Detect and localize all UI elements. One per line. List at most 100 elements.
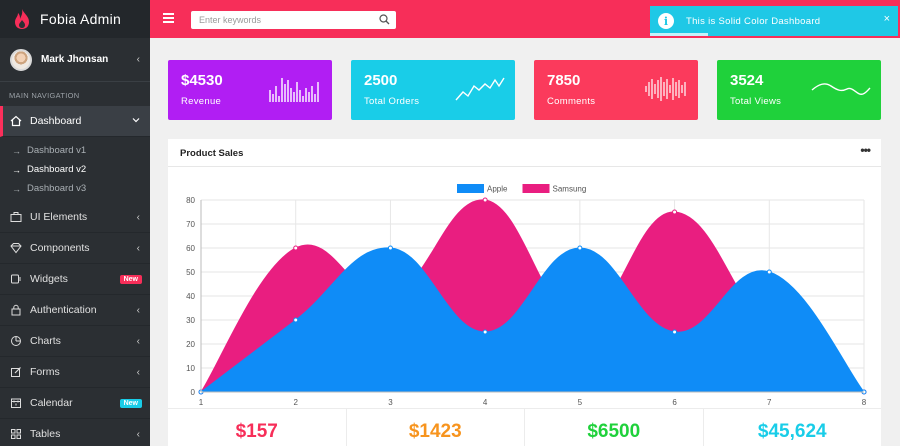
search-input[interactable] <box>191 11 396 29</box>
chevron-left-icon: ‹ <box>136 211 140 223</box>
sidebar-item-calendar[interactable]: Calendar New <box>0 388 150 419</box>
search-icon[interactable] <box>379 14 390 25</box>
sidebar-item-label: UI Elements <box>30 211 88 223</box>
legend-swatch <box>522 184 550 193</box>
chevron-left-icon: ‹ <box>136 242 140 254</box>
chevron-left-icon: ‹ <box>136 366 140 378</box>
stat-card-total-views: 3524 Total Views <box>717 60 881 120</box>
y-tick-label: 40 <box>186 292 195 301</box>
stat-value: $4530 <box>181 72 223 89</box>
toast-progress-bar <box>650 33 708 36</box>
sidebar-item-label: Forms <box>30 366 60 378</box>
data-point <box>766 269 772 275</box>
x-tick-label: 8 <box>862 398 867 407</box>
stat-label: Comments <box>547 96 596 107</box>
nav-section-label: MAIN NAVIGATION <box>9 91 80 100</box>
toast-notification: i This is Solid Color Dashboard × <box>650 6 898 36</box>
sidebar-subitem-dashboard-v1[interactable]: → Dashboard v1 <box>0 141 150 160</box>
totals-row: $157 $1423 $6500 $45,624 <box>168 408 881 446</box>
line-sparkline-icon <box>455 77 505 101</box>
sidebar-subitem-dashboard-v3[interactable]: → Dashboard v3 <box>0 179 150 198</box>
arrow-right-icon: → <box>12 164 21 175</box>
data-point <box>672 209 678 215</box>
home-icon <box>10 115 22 127</box>
sidebar-item-label: Tables <box>30 428 61 440</box>
lock-icon <box>10 304 22 316</box>
y-tick-label: 0 <box>191 388 196 397</box>
sidebar-item-charts[interactable]: Charts ‹ <box>0 326 150 357</box>
legend-swatch <box>457 184 484 193</box>
sidebar-item-components[interactable]: Components ‹ <box>0 233 150 264</box>
data-point <box>577 245 583 251</box>
y-tick-label: 50 <box>186 268 195 277</box>
sidebar-item-label: Authentication <box>30 304 97 316</box>
data-point <box>482 329 488 335</box>
y-tick-label: 20 <box>186 340 195 349</box>
hamburger-menu-icon[interactable] <box>163 13 174 23</box>
sidebar-item-label: Charts <box>30 335 61 347</box>
stat-card-total-orders: 2500 Total Orders <box>351 60 515 120</box>
plug-icon <box>10 273 22 285</box>
x-tick-label: 7 <box>767 398 772 407</box>
sidebar-item-label: Widgets <box>30 273 68 285</box>
stat-label: Revenue <box>181 96 222 107</box>
sidebar-item-forms[interactable]: Forms ‹ <box>0 357 150 388</box>
sidebar-item-dashboard[interactable]: Dashboard <box>0 106 150 137</box>
y-tick-label: 60 <box>186 244 195 253</box>
briefcase-icon <box>10 211 22 223</box>
x-tick-label: 3 <box>388 398 393 407</box>
chevron-left-icon: ‹ <box>136 335 140 347</box>
info-icon: i <box>658 13 674 29</box>
divider <box>168 166 881 167</box>
sidebar-item-authentication[interactable]: Authentication ‹ <box>0 295 150 326</box>
brand[interactable]: Fobia Admin <box>0 0 150 38</box>
subitem-label: Dashboard v2 <box>27 164 87 175</box>
total-value: $45,624 <box>703 408 881 446</box>
panel-title: Product Sales <box>180 148 244 159</box>
chevron-down-icon <box>132 116 140 127</box>
brand-name: Fobia Admin <box>40 11 122 27</box>
diamond-icon <box>10 242 22 254</box>
sidebar-subitem-dashboard-v2[interactable]: → Dashboard v2 <box>0 160 150 179</box>
total-value: $6500 <box>525 408 704 446</box>
more-options-icon[interactable]: ••• <box>860 143 871 157</box>
dashboard-submenu: → Dashboard v1 → Dashboard v2 → Dashboard v… <box>0 137 150 202</box>
x-tick-label: 1 <box>199 398 204 407</box>
y-tick-label: 70 <box>186 220 195 229</box>
toast-message: This is Solid Color Dashboard <box>686 15 821 27</box>
calendar-icon <box>10 397 22 409</box>
user-panel[interactable]: Mark Jhonsan ‹ <box>0 38 150 82</box>
subitem-label: Dashboard v3 <box>27 183 87 194</box>
arrow-right-icon: → <box>12 145 21 156</box>
sidebar: Fobia Admin Mark Jhonsan ‹ MAIN NAVIGATI… <box>0 0 150 446</box>
pie-chart-icon <box>10 335 22 347</box>
sidebar-item-tables[interactable]: Tables ‹ <box>0 419 150 446</box>
close-icon[interactable]: × <box>883 13 890 25</box>
avatar[interactable] <box>10 48 32 71</box>
legend-label: Samsung <box>553 185 587 194</box>
total-value: $1423 <box>346 408 525 446</box>
sidebar-item-ui-elements[interactable]: UI Elements ‹ <box>0 202 150 233</box>
x-tick-label: 5 <box>578 398 583 407</box>
chevron-left-icon[interactable]: ‹ <box>136 54 140 65</box>
y-tick-label: 80 <box>186 196 195 205</box>
arrow-right-icon: → <box>12 183 21 194</box>
flame-icon <box>15 9 29 29</box>
product-sales-chart: 0 10 20 30 40 50 60 70 80 1 2 3 4 5 6 7 8 Apple Samsung <box>186 184 867 407</box>
sidebar-item-label: Dashboard <box>30 115 82 127</box>
stat-card-comments: 7850 Comments <box>534 60 698 120</box>
x-tick-label: 4 <box>483 398 488 407</box>
total-value: $157 <box>168 408 347 446</box>
data-point <box>672 329 678 335</box>
stat-label: Total Orders <box>364 96 420 107</box>
legend-label: Apple <box>487 185 508 194</box>
bar-sparkline-icon <box>269 78 319 102</box>
sidebar-item-widgets[interactable]: Widgets New <box>0 264 150 295</box>
data-point <box>387 245 393 251</box>
y-tick-label: 30 <box>186 316 195 325</box>
data-point <box>482 197 488 203</box>
new-badge: New <box>119 274 142 284</box>
chevron-left-icon: ‹ <box>136 428 140 440</box>
stat-value: 7850 <box>547 72 581 89</box>
subitem-label: Dashboard v1 <box>27 145 87 156</box>
